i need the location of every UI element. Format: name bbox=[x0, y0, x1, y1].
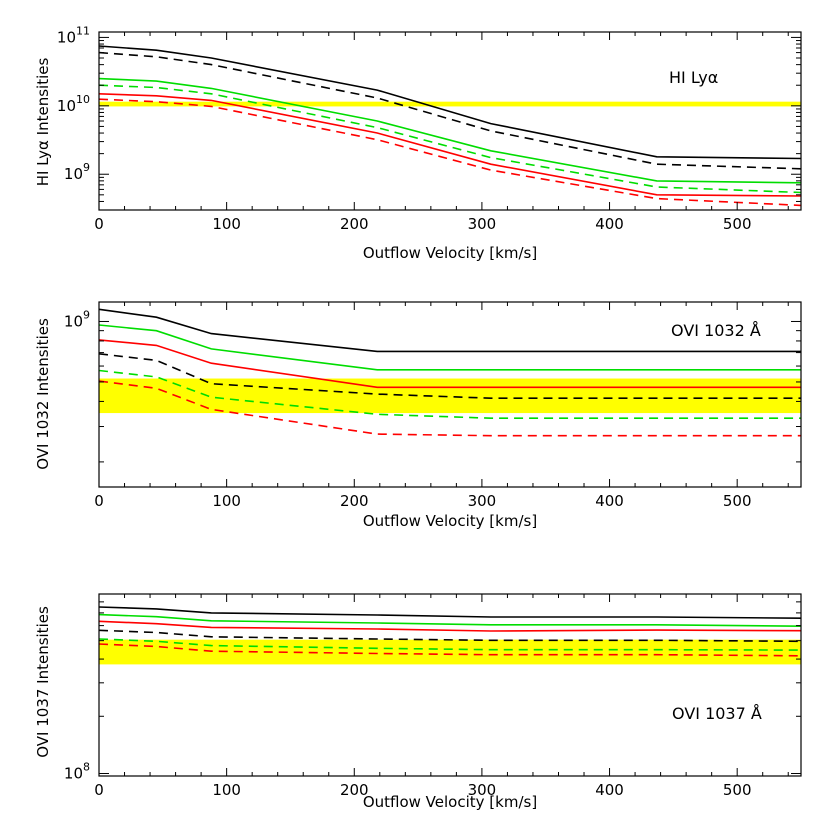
observed-band bbox=[99, 101, 801, 107]
series-line-3 bbox=[98, 77, 802, 184]
observed-band bbox=[99, 378, 801, 414]
series-line-3 bbox=[98, 324, 801, 371]
series-line-1 bbox=[98, 308, 801, 353]
series-line-5 bbox=[98, 620, 802, 632]
x-tick-label: 0 bbox=[94, 215, 104, 233]
series-line-4 bbox=[98, 84, 802, 194]
x-axis-label: Outflow Velocity [km/s] bbox=[363, 244, 537, 262]
y-tick-label: 1011 bbox=[57, 24, 90, 46]
series-line-1 bbox=[98, 606, 802, 619]
panel-label: OVI 1037 Å bbox=[672, 704, 762, 723]
series-line-5 bbox=[98, 93, 802, 197]
y-tick-label: 109 bbox=[64, 161, 90, 183]
y-tick-label: 1010 bbox=[57, 93, 90, 115]
x-tick-label: 400 bbox=[595, 215, 624, 233]
series-line-4 bbox=[98, 369, 801, 420]
plot-frame bbox=[98, 593, 802, 777]
panel-label: HI Lyα bbox=[669, 68, 718, 87]
series-line-2 bbox=[98, 629, 802, 643]
y-axis-label: HI Lyα Intensities bbox=[34, 58, 52, 187]
x-tick-label: 500 bbox=[723, 781, 752, 799]
panel-3: 0 100 200 300 400 500 108 Outflow Velocity [km/… bbox=[34, 593, 802, 811]
x-tick-label: 100 bbox=[212, 781, 241, 799]
plot-frame bbox=[98, 31, 802, 211]
x-tick-label: 0 bbox=[94, 781, 104, 799]
x-axis-label: Outflow Velocity [km/s] bbox=[363, 793, 537, 811]
x-tick-label: 200 bbox=[340, 492, 369, 510]
x-tick-label: 100 bbox=[212, 492, 241, 510]
x-tick-label: 100 bbox=[212, 215, 241, 233]
y-axis-label: OVI 1037 Intensities bbox=[34, 606, 52, 758]
x-tick-label: 200 bbox=[340, 781, 369, 799]
series-line-4 bbox=[98, 638, 802, 651]
series-line-1 bbox=[98, 45, 802, 160]
observed-band bbox=[99, 639, 801, 665]
panel-2: 0 100 200 300 400 500 109 Outflow Velocity [km/… bbox=[34, 301, 802, 530]
x-tick-label: 300 bbox=[468, 215, 497, 233]
x-tick-label: 500 bbox=[723, 215, 752, 233]
series-line-2 bbox=[98, 353, 801, 400]
series-line-6 bbox=[98, 643, 802, 657]
x-tick-label: 400 bbox=[595, 781, 624, 799]
series-line-5 bbox=[98, 339, 801, 389]
x-tick-label: 200 bbox=[340, 215, 369, 233]
panel-1: 0 100 200 300 400 500 109 1010 1011 Outflow Veloc… bbox=[34, 24, 802, 262]
x-tick-label: 400 bbox=[595, 492, 624, 510]
series-line-3 bbox=[98, 613, 802, 627]
x-tick-label: 300 bbox=[468, 781, 497, 799]
plot-frame bbox=[98, 301, 802, 488]
panel-label: OVI 1032 Å bbox=[671, 321, 761, 340]
y-tick-label: 108 bbox=[64, 760, 90, 782]
x-tick-label: 300 bbox=[468, 492, 497, 510]
y-axis-label: OVI 1032 Intensities bbox=[34, 318, 52, 470]
x-tick-label: 0 bbox=[94, 492, 104, 510]
x-axis-label: Outflow Velocity [km/s] bbox=[363, 512, 537, 530]
y-tick-label: 109 bbox=[64, 308, 90, 330]
x-tick-label: 500 bbox=[723, 492, 752, 510]
